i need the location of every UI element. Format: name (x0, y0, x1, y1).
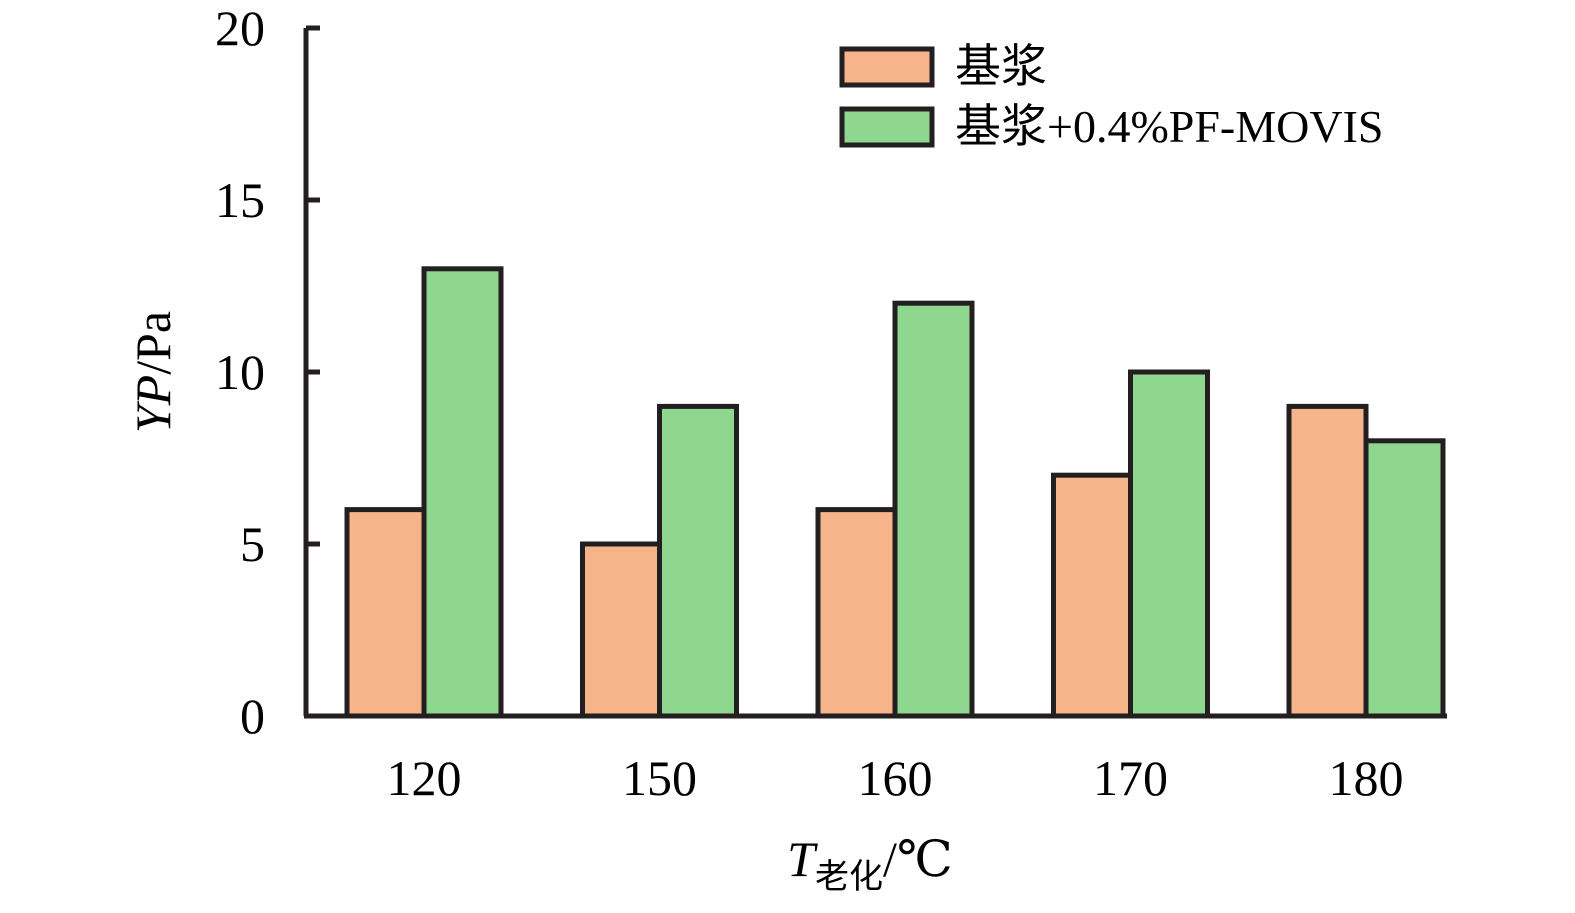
bar-additive-170 (1128, 369, 1210, 719)
x-tick-label-170: 170 (1093, 750, 1168, 806)
y-axis-title-unit: /Pa (125, 311, 181, 375)
bar-base-150 (580, 541, 662, 719)
legend: 基浆 基浆+0.4%PF-MOVIS (839, 41, 1384, 152)
y-axis-title-main: YP (125, 375, 181, 433)
bar-additive-120 (421, 266, 504, 719)
legend-swatch-additive (839, 106, 935, 148)
bar-base-180 (1286, 403, 1369, 719)
y-tick-label-20: 20 (215, 0, 265, 56)
y-ticks: 0 5 10 15 20 (215, 0, 320, 744)
y-tick-label-5: 5 (240, 516, 265, 572)
bar-base-160 (815, 507, 898, 719)
x-ticks: 120 150 160 170 180 (387, 750, 1404, 806)
legend-label-additive: 基浆+0.4%PF-MOVIS (955, 101, 1384, 152)
bar-base-170 (1051, 472, 1133, 719)
x-axis-title-sub: 老化 (815, 858, 883, 896)
x-tick-label-120: 120 (387, 750, 462, 806)
x-axis-title-unit: /℃ (883, 831, 953, 887)
legend-label-base: 基浆 (955, 41, 1047, 92)
y-tick-label-10: 10 (215, 344, 265, 400)
bar-additive-180 (1363, 438, 1446, 719)
y-axis-title: YP/Pa (125, 311, 181, 433)
bar-additive-160 (892, 300, 975, 719)
bars-layer (344, 266, 1446, 719)
x-tick-label-180: 180 (1329, 750, 1404, 806)
legend-swatch-base (839, 46, 935, 88)
x-tick-label-150: 150 (622, 750, 697, 806)
bar-additive-150 (657, 403, 739, 719)
y-tick-label-15: 15 (215, 172, 265, 228)
x-axis-title: T老化/℃ (787, 831, 953, 896)
y-tick-label-0: 0 (240, 688, 265, 744)
x-axis-title-main: T (787, 831, 818, 887)
x-tick-label-160: 160 (858, 750, 933, 806)
bar-base-120 (344, 507, 427, 719)
